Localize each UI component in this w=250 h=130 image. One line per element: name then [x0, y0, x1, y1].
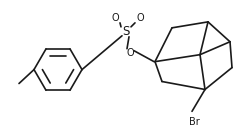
- Text: Br: Br: [188, 117, 198, 127]
- Text: O: O: [111, 13, 118, 23]
- Text: O: O: [126, 48, 133, 58]
- Text: S: S: [122, 25, 129, 38]
- Text: O: O: [136, 13, 143, 23]
